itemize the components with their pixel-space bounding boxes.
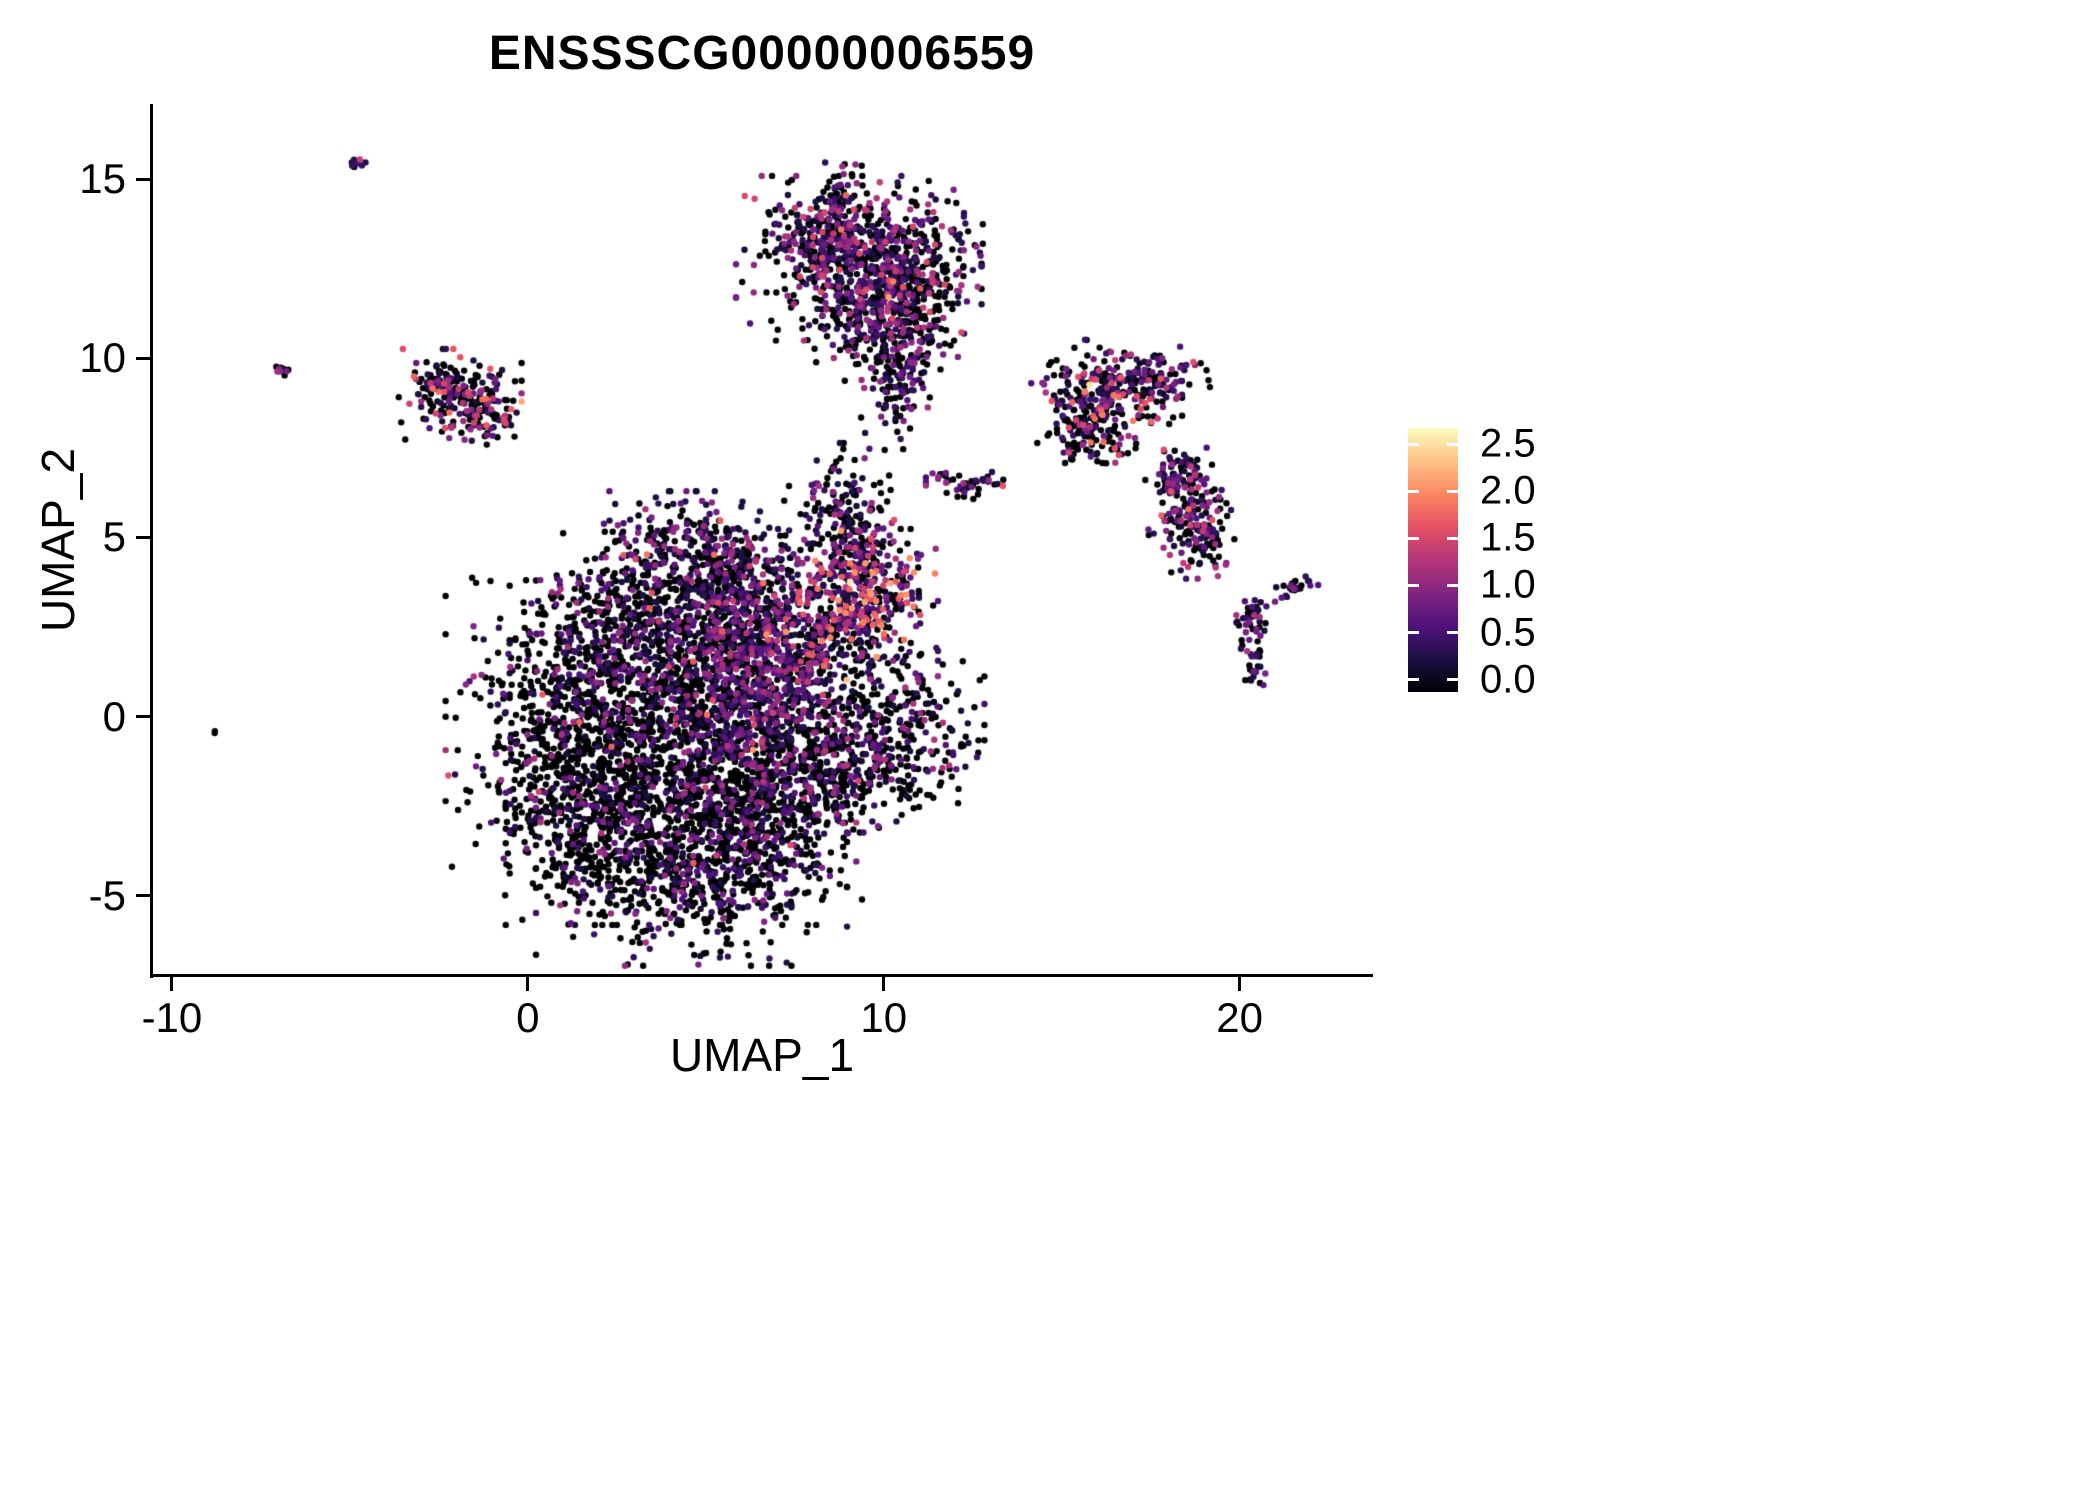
colorbar-tick-label: 1.5 bbox=[1480, 515, 1536, 560]
colorbar-tick-label: 2.5 bbox=[1480, 421, 1536, 466]
colorbar-tick-mark bbox=[1447, 631, 1458, 635]
y-tick-label: 5 bbox=[102, 513, 126, 561]
x-tick-label: 10 bbox=[860, 994, 908, 1041]
colorbar-tick-mark bbox=[1447, 583, 1458, 587]
colorbar-tick-mark bbox=[1447, 678, 1458, 682]
y-tick-label: 0 bbox=[102, 692, 126, 740]
colorbar-tick-label: 2.0 bbox=[1480, 468, 1536, 513]
y-tick-label: -5 bbox=[88, 871, 126, 919]
colorbar-tick-mark bbox=[1408, 631, 1419, 635]
x-tick-mark bbox=[170, 977, 174, 991]
y-axis-line bbox=[150, 104, 153, 978]
x-tick-mark bbox=[526, 977, 530, 991]
y-tick-label: 10 bbox=[79, 334, 126, 382]
colorbar-tick-mark bbox=[1408, 442, 1419, 446]
colorbar-tick-label: 0.5 bbox=[1480, 610, 1536, 655]
colorbar-tick-mark bbox=[1408, 678, 1419, 682]
y-tick-label: 15 bbox=[79, 155, 126, 203]
y-tick-mark bbox=[136, 177, 150, 181]
y-tick-mark bbox=[136, 715, 150, 718]
x-axis-title: UMAP_1 bbox=[669, 1029, 855, 1081]
colorbar-tick-mark bbox=[1447, 442, 1458, 446]
x-tick-label: 0 bbox=[516, 994, 540, 1041]
y-tick-mark bbox=[136, 535, 150, 539]
colorbar-tick-label: 0.0 bbox=[1480, 657, 1536, 702]
y-axis-title: UMAP_2 bbox=[32, 447, 84, 633]
x-tick-label: -10 bbox=[141, 994, 203, 1041]
colorbar-tick-mark bbox=[1447, 489, 1458, 493]
colorbar-gradient bbox=[1408, 428, 1458, 692]
colorbar-tick-mark bbox=[1408, 536, 1419, 540]
colorbar-tick-label: 1.0 bbox=[1480, 562, 1536, 607]
colorbar-tick-mark bbox=[1408, 489, 1419, 493]
y-tick-mark bbox=[136, 894, 150, 898]
x-tick-mark bbox=[1238, 977, 1242, 991]
x-axis-line bbox=[150, 974, 1373, 977]
x-tick-mark bbox=[882, 977, 886, 991]
x-tick-label: 20 bbox=[1216, 994, 1263, 1041]
colorbar-tick-mark bbox=[1408, 583, 1419, 587]
colorbar-tick-mark bbox=[1447, 536, 1458, 540]
y-tick-mark bbox=[136, 356, 150, 360]
